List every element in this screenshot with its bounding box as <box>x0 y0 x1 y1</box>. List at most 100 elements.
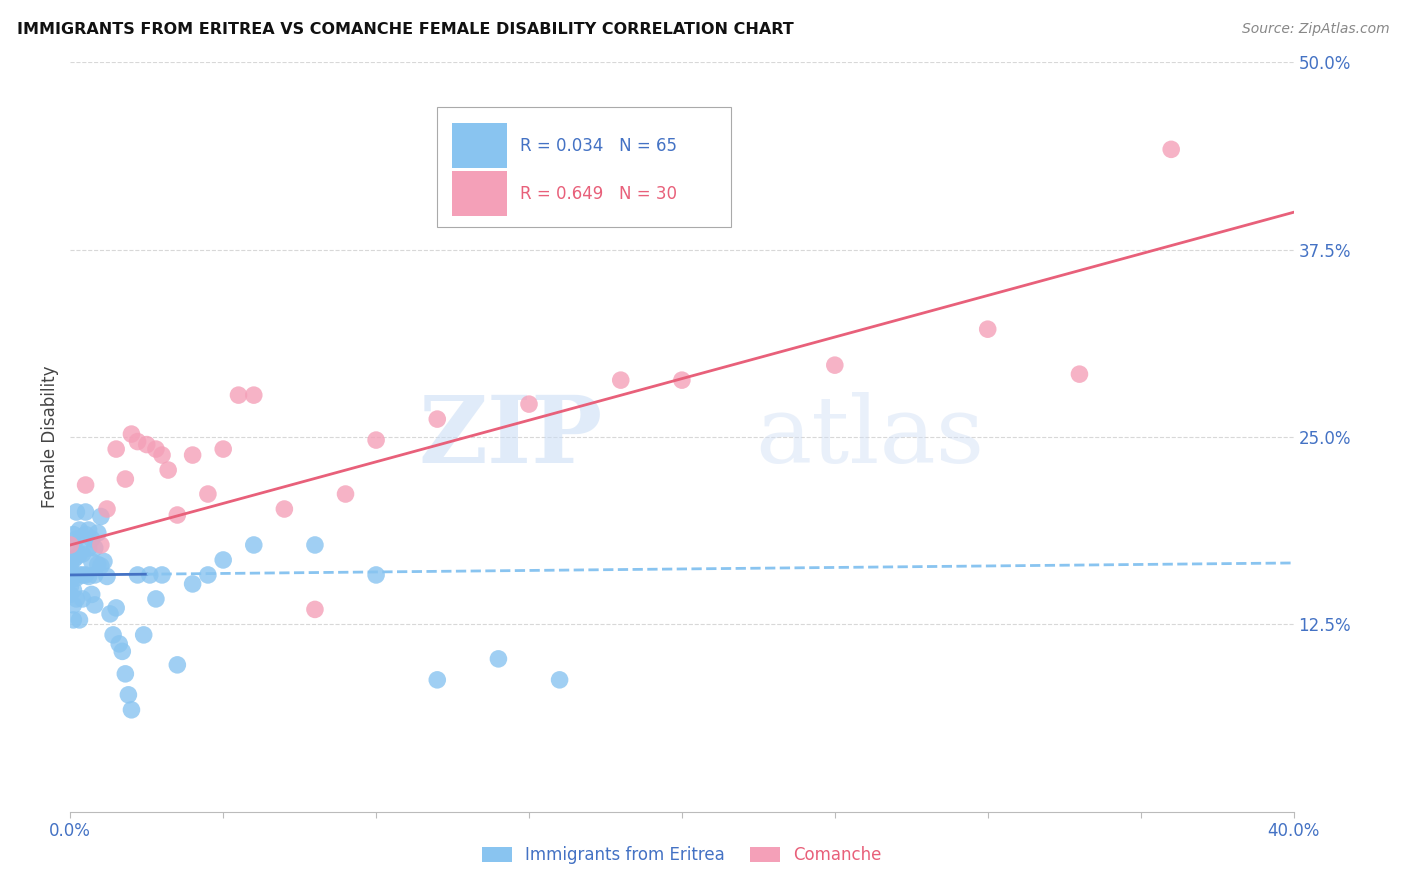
Point <box>212 553 235 567</box>
Point <box>824 358 846 372</box>
Point <box>93 554 115 568</box>
Point <box>121 703 143 717</box>
Point <box>488 652 510 666</box>
Point <box>75 527 97 541</box>
Point <box>150 568 173 582</box>
Point <box>127 434 149 449</box>
Point <box>98 607 121 621</box>
Point <box>105 442 128 456</box>
Point <box>127 568 149 582</box>
Point <box>105 601 128 615</box>
Point <box>65 549 87 564</box>
Point <box>87 526 110 541</box>
Point <box>197 568 219 582</box>
Point <box>72 568 94 582</box>
Text: R = 0.034   N = 65: R = 0.034 N = 65 <box>520 136 678 154</box>
Text: atlas: atlas <box>755 392 984 482</box>
Point <box>273 502 295 516</box>
Point <box>77 569 100 583</box>
Point <box>87 558 110 572</box>
Point <box>69 613 91 627</box>
Point <box>69 523 91 537</box>
Text: Source: ZipAtlas.com: Source: ZipAtlas.com <box>1241 22 1389 37</box>
Text: IMMIGRANTS FROM ERITREA VS COMANCHE FEMALE DISABILITY CORRELATION CHART: IMMIGRANTS FROM ERITREA VS COMANCHE FEMA… <box>17 22 793 37</box>
Point <box>96 502 118 516</box>
Point <box>976 322 998 336</box>
Point <box>150 448 173 462</box>
Point <box>62 538 84 552</box>
Point <box>77 523 100 537</box>
Point <box>610 373 633 387</box>
Point <box>69 547 91 561</box>
Point <box>197 487 219 501</box>
Point <box>75 568 97 582</box>
Point <box>59 573 82 587</box>
Point <box>366 568 388 582</box>
Text: ZIP: ZIP <box>418 392 602 482</box>
Point <box>517 397 540 411</box>
Point <box>90 509 112 524</box>
Point <box>426 412 449 426</box>
Point <box>65 532 87 546</box>
Y-axis label: Female Disability: Female Disability <box>41 366 59 508</box>
Point <box>145 591 167 606</box>
Point <box>59 587 82 601</box>
Point <box>111 644 134 658</box>
Point <box>90 538 112 552</box>
Point <box>212 442 235 456</box>
Point <box>59 580 82 594</box>
Point <box>548 673 571 687</box>
Point <box>72 591 94 606</box>
Point <box>304 602 326 616</box>
Point <box>65 505 87 519</box>
Point <box>77 541 100 555</box>
Point <box>69 568 91 582</box>
Point <box>135 437 157 451</box>
Point <box>80 554 103 568</box>
Point <box>59 565 82 579</box>
Point <box>62 527 84 541</box>
Point <box>62 598 84 612</box>
Point <box>1069 367 1091 381</box>
Point <box>243 538 266 552</box>
Point <box>59 538 82 552</box>
Point <box>243 388 266 402</box>
Legend: Immigrants from Eritrea, Comanche: Immigrants from Eritrea, Comanche <box>475 839 889 871</box>
Point <box>304 538 326 552</box>
Point <box>72 547 94 561</box>
Point <box>114 472 136 486</box>
Point <box>166 657 188 672</box>
Point <box>671 373 693 387</box>
Point <box>75 478 97 492</box>
Point <box>65 591 87 606</box>
Point <box>366 433 388 447</box>
FancyBboxPatch shape <box>451 171 508 216</box>
Point <box>80 587 103 601</box>
Point <box>335 487 357 501</box>
Point <box>132 628 155 642</box>
Point <box>62 568 84 582</box>
Point <box>62 582 84 597</box>
Point <box>96 569 118 583</box>
Text: R = 0.649   N = 30: R = 0.649 N = 30 <box>520 185 678 202</box>
Point <box>108 637 131 651</box>
Point <box>157 463 180 477</box>
Point <box>114 666 136 681</box>
Point <box>139 568 162 582</box>
Point <box>90 558 112 573</box>
Point <box>80 532 103 546</box>
Point <box>145 442 167 456</box>
Point <box>59 558 82 572</box>
Point <box>62 613 84 627</box>
Point <box>75 505 97 519</box>
Point <box>65 571 87 585</box>
Point <box>166 508 188 522</box>
Point <box>83 541 105 555</box>
Point <box>1160 142 1182 156</box>
Point <box>62 553 84 567</box>
FancyBboxPatch shape <box>451 123 508 169</box>
Point <box>83 598 105 612</box>
Point <box>117 688 139 702</box>
Point <box>181 577 204 591</box>
FancyBboxPatch shape <box>437 107 731 227</box>
